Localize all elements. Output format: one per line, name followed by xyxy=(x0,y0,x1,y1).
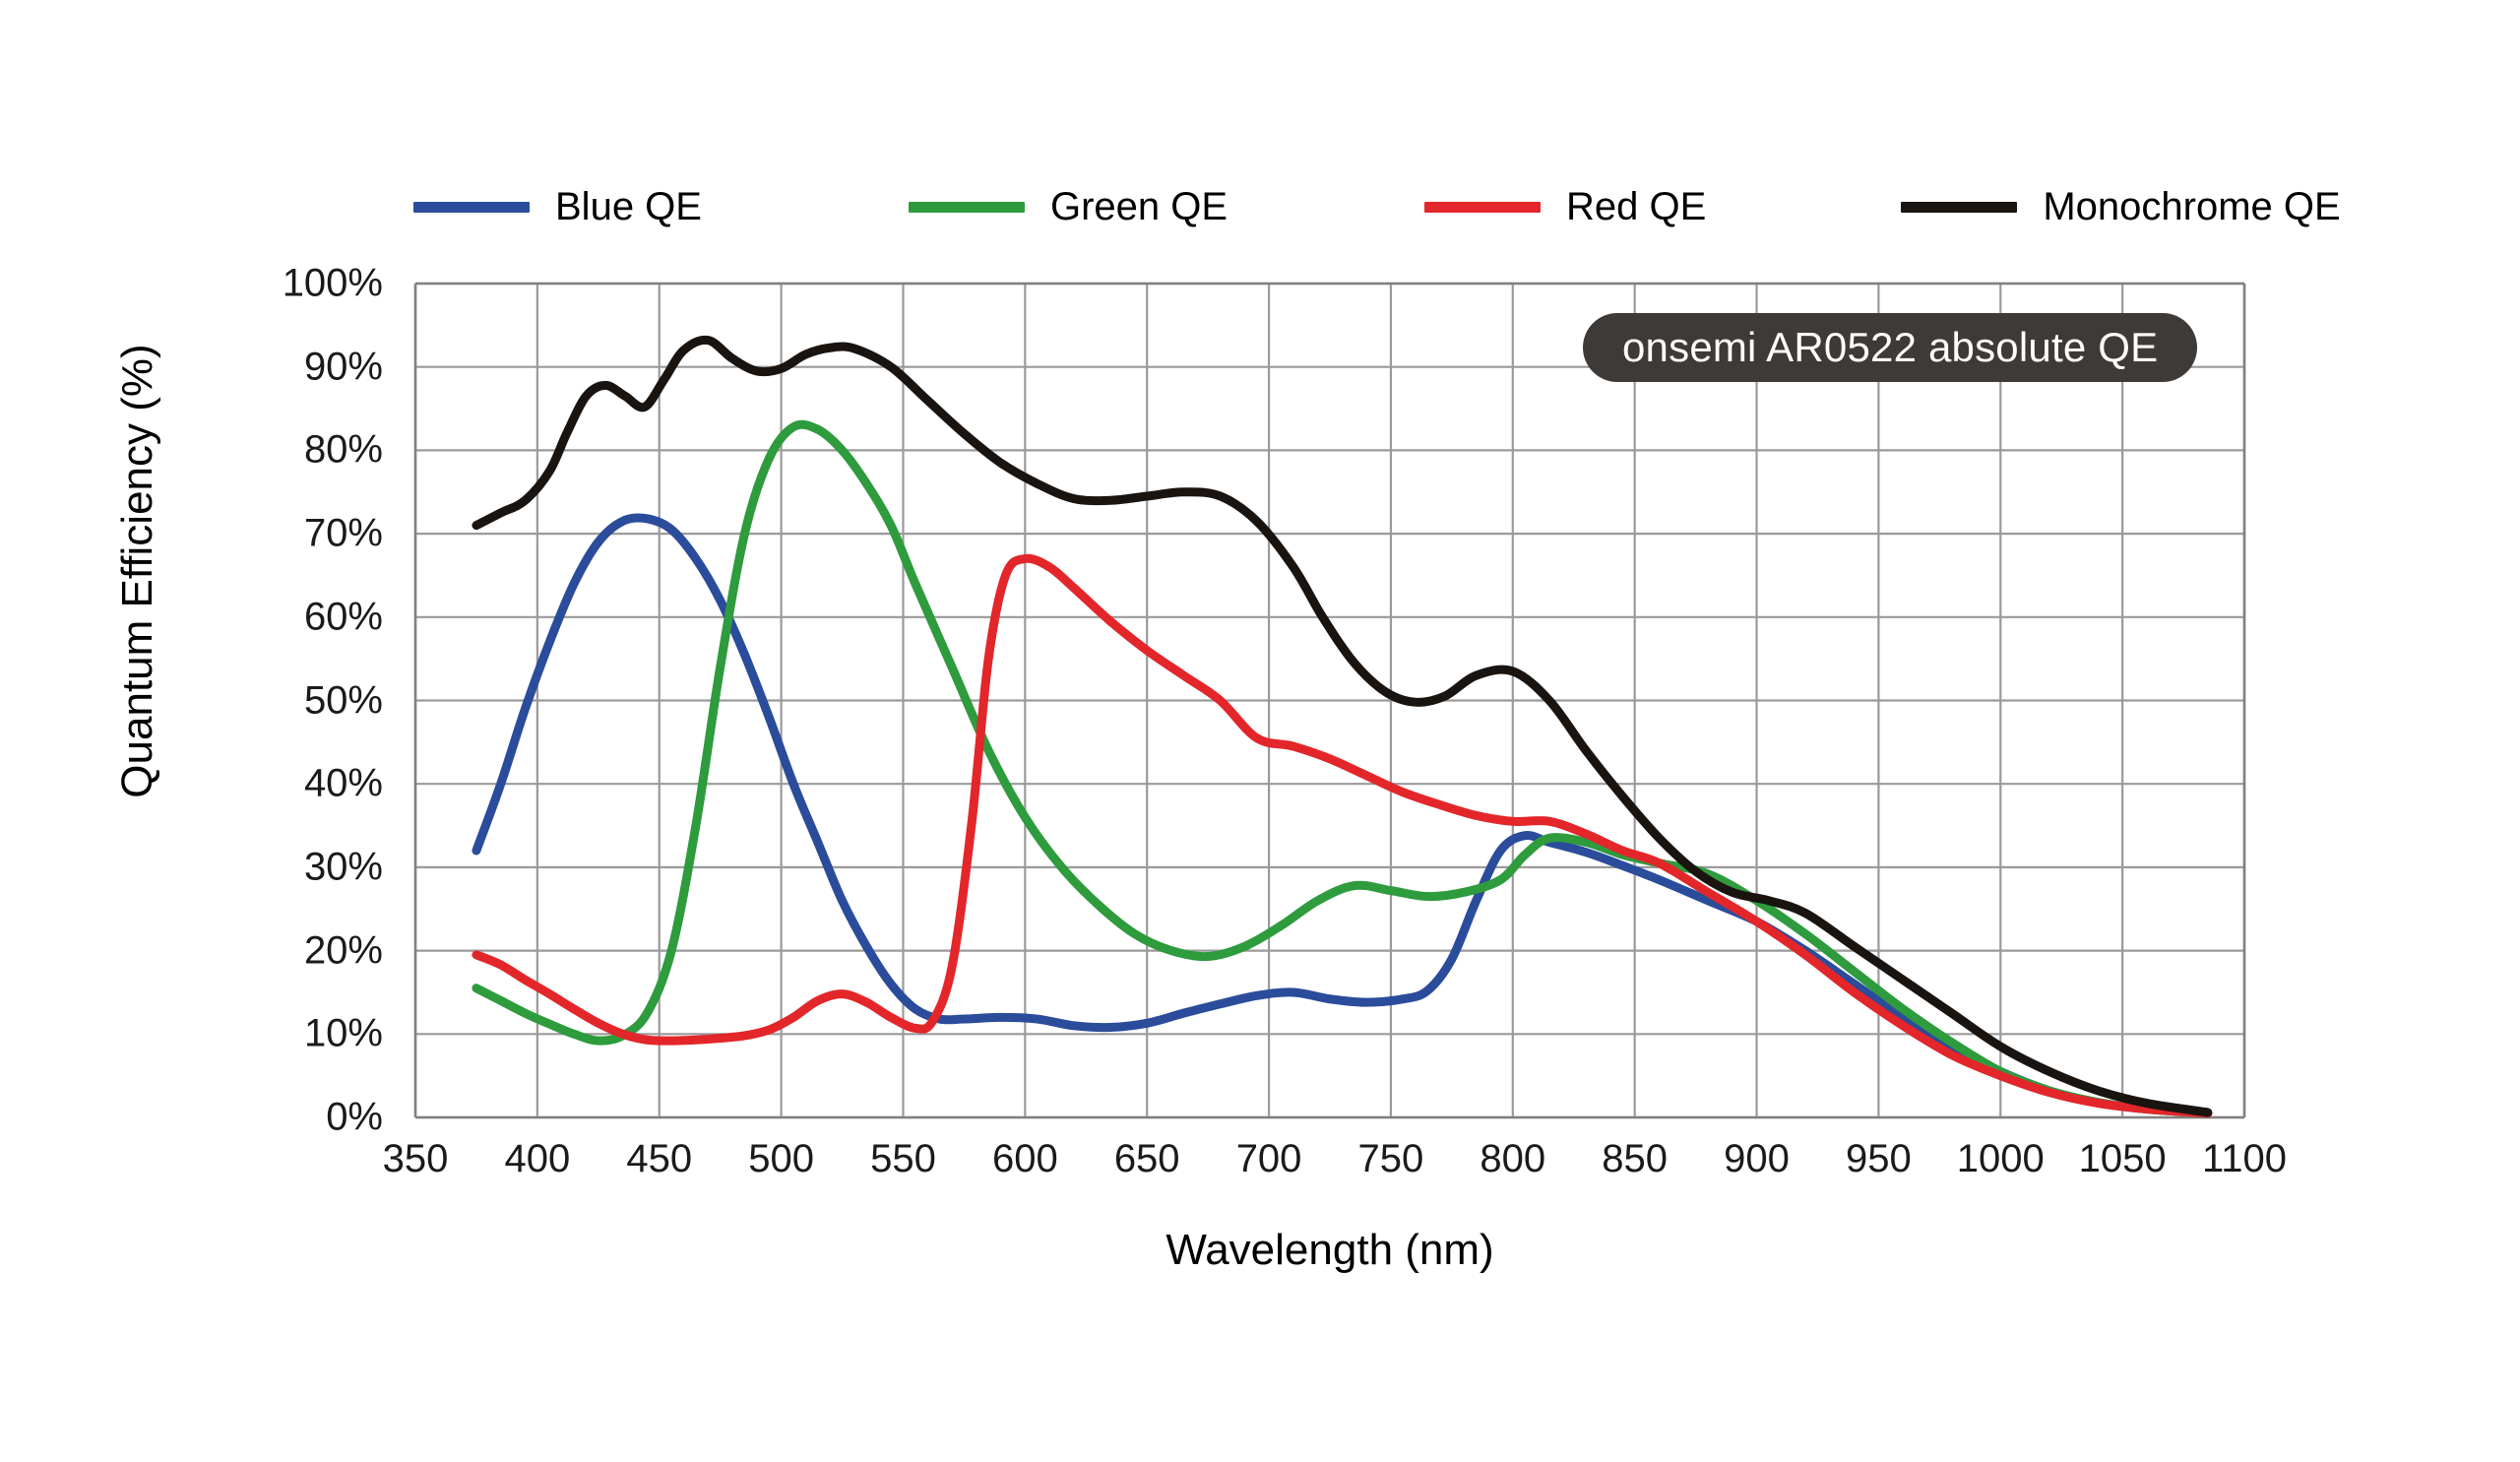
grid-lines xyxy=(413,282,2246,1119)
series-line-red-qe xyxy=(472,553,2213,1118)
x-tick-label: 900 xyxy=(1724,1137,1790,1180)
x-axis-title: Wavelength (nm) xyxy=(1166,1226,1494,1274)
legend-label-blue-qe: Blue QE xyxy=(555,184,702,228)
x-tick-label: 350 xyxy=(382,1137,449,1180)
y-tick-label: 80% xyxy=(303,427,383,472)
y-axis-title: Quantum Efficiency (%) xyxy=(113,344,161,798)
legend-swatch-icon-red xyxy=(1424,201,1542,213)
x-axis-tick-labels: 350 400 450 500 550 600 650 700 750 800 850 900 950 1… xyxy=(383,1137,2287,1191)
x-tick-label: 600 xyxy=(991,1137,1058,1180)
series-line-monochrome-qe xyxy=(472,335,2213,1117)
x-tick-label: 750 xyxy=(1357,1137,1424,1180)
x-tick-label: 850 xyxy=(1602,1137,1669,1180)
legend-item-red-qe[interactable]: Red QE xyxy=(1424,185,1706,229)
x-tick-label: 650 xyxy=(1113,1137,1180,1180)
y-tick-label: 40% xyxy=(303,761,383,805)
chart-badge: onsemi AR0522 absolute QE xyxy=(1583,313,2198,382)
legend-label-red-qe: Red QE xyxy=(1566,184,1707,228)
x-tick-label: 700 xyxy=(1235,1137,1302,1180)
x-tick-label: 800 xyxy=(1480,1137,1546,1180)
series-lines xyxy=(472,335,2213,1118)
series-line-green-qe xyxy=(472,419,2213,1118)
y-tick-label: 70% xyxy=(303,511,383,555)
x-tick-label: 400 xyxy=(504,1137,571,1180)
y-tick-label: 0% xyxy=(326,1095,383,1139)
plot-area xyxy=(413,282,2246,1119)
y-axis-tick-labels: 0% 10% 20% 30% 40% 50% 60% 70% 80% 90% 100% xyxy=(226,262,399,1139)
legend-swatch-icon-green xyxy=(908,201,1025,213)
x-tick-label: 550 xyxy=(870,1137,936,1180)
plot-canvas xyxy=(413,282,2246,1119)
x-tick-label: 500 xyxy=(748,1137,814,1180)
y-tick-label: 50% xyxy=(303,678,383,722)
y-tick-label: 10% xyxy=(303,1011,383,1055)
x-tick-label: 950 xyxy=(1846,1137,1912,1180)
legend-swatch-icon-blue xyxy=(413,201,530,213)
x-tick-label: 450 xyxy=(626,1137,693,1180)
y-tick-label: 60% xyxy=(303,595,383,639)
series-line-blue-qe xyxy=(472,513,2213,1118)
legend-label-green-qe: Green QE xyxy=(1049,184,1228,228)
x-tick-label: 1000 xyxy=(1956,1137,2045,1180)
legend-label-monochrome-qe: Monochrome QE xyxy=(2043,184,2341,228)
axis-lines xyxy=(413,282,2246,1119)
y-tick-label: 100% xyxy=(282,261,383,305)
y-tick-label: 90% xyxy=(303,345,383,389)
x-tick-label: 1100 xyxy=(2201,1137,2288,1180)
legend-item-green-qe[interactable]: Green QE xyxy=(908,184,1228,229)
y-tick-label: 30% xyxy=(303,845,383,889)
chart-legend: Blue QE Green QE Red QE Monochrome QE xyxy=(413,177,2341,236)
legend-swatch-icon-monochrome xyxy=(1901,201,2018,213)
legend-item-blue-qe[interactable]: Blue QE xyxy=(413,185,702,229)
legend-item-monochrome-qe[interactable]: Monochrome QE xyxy=(1901,184,2341,229)
y-tick-label: 20% xyxy=(303,928,383,973)
x-tick-label: 1050 xyxy=(2078,1137,2167,1180)
